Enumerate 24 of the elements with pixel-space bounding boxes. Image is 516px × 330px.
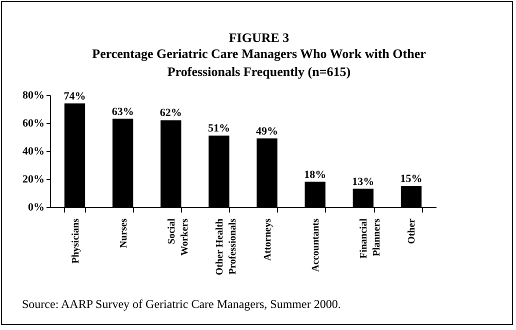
data-label: 63% xyxy=(112,106,134,118)
y-tick-label: 80% xyxy=(22,90,44,102)
y-tick-label: 0% xyxy=(28,202,44,214)
x-tick-label: Financial Planners xyxy=(358,218,383,259)
data-label: 15% xyxy=(400,173,422,185)
x-tick-label: Accountants xyxy=(310,218,322,272)
data-label: 18% xyxy=(304,168,326,181)
y-tick-label: 20% xyxy=(22,174,44,186)
data-label: 49% xyxy=(256,125,278,138)
x-tick-label: Other xyxy=(406,218,418,244)
chart-subtitle: Percentage Geriatric Care Managers Who Work with Other Professionals Frequently (n=615) xyxy=(92,46,426,79)
x-tick-label: Other Health Professionals xyxy=(214,218,238,276)
y-tick-label: 60% xyxy=(22,118,44,130)
data-label: 74% xyxy=(64,90,86,102)
data-label: 62% xyxy=(160,107,182,120)
data-label: 13% xyxy=(352,176,374,188)
chart-title: FIGURE 3 xyxy=(228,30,290,45)
data-label: 51% xyxy=(208,122,230,135)
source-note: Source: AARP Survey of Geriatric Care Managers, Summer 2000. xyxy=(22,297,341,312)
x-tick-label: Social Workers xyxy=(166,218,190,256)
x-tick-label: Attorneys xyxy=(262,218,274,261)
x-tick-label: Nurses xyxy=(118,218,130,248)
x-tick-label: Physicians xyxy=(70,218,82,264)
y-tick-label: 40% xyxy=(22,146,44,158)
